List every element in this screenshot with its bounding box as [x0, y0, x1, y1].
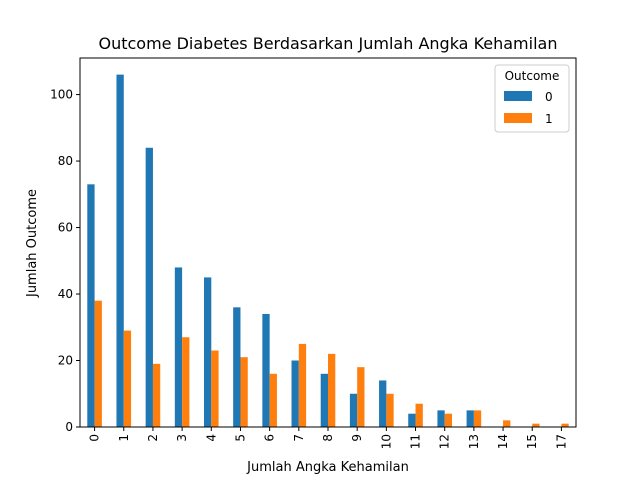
- bar-outcome-1-1: [123, 330, 132, 427]
- bar-outcome-1-0: [94, 300, 102, 427]
- bar-outcome-0-7: [291, 360, 299, 427]
- x-tick-label: 9: [350, 434, 364, 442]
- x-tick-label: 10: [379, 434, 393, 449]
- bar-outcome-1-3: [182, 337, 190, 427]
- bar-outcome-0-4: [204, 277, 212, 427]
- x-tick-label: 2: [146, 434, 160, 442]
- legend-label-1: 1: [545, 112, 553, 126]
- y-tick-label: 0: [65, 420, 73, 434]
- x-tick-label: 13: [467, 434, 481, 449]
- legend: Outcome 0 1: [494, 64, 570, 133]
- legend-swatch-1: [504, 113, 532, 123]
- bar-outcome-1-17: [561, 423, 569, 427]
- bar-outcome-1-13: [473, 410, 482, 427]
- bar-outcome-1-15: [532, 423, 540, 427]
- x-axis-label: Jumlah Angka Kehamilan: [246, 460, 409, 475]
- x-tick-label: 1: [117, 434, 131, 442]
- legend-swatch-0: [504, 91, 532, 101]
- bar-outcome-0-11: [408, 413, 416, 427]
- bar-outcome-0-2: [145, 147, 153, 427]
- y-axis-label: Jumlah Outcome: [25, 189, 40, 298]
- bar-outcome-0-13: [466, 410, 474, 427]
- bar-outcome-0-8: [320, 373, 328, 427]
- bar-outcome-0-3: [174, 267, 183, 427]
- x-tick-label: 5: [233, 434, 247, 442]
- bar-outcome-1-6: [269, 373, 277, 427]
- axes-frame: [79, 57, 577, 428]
- bar-outcome-1-5: [240, 357, 248, 427]
- bar-outcome-0-6: [262, 313, 270, 427]
- bar-outcome-0-10: [379, 380, 387, 427]
- x-tick-label: 3: [175, 434, 189, 442]
- bar-outcome-1-11: [415, 403, 423, 427]
- bar-outcome-1-7: [298, 343, 307, 427]
- y-tick-label: 40: [58, 287, 73, 301]
- x-tick-label: 12: [438, 434, 452, 449]
- bar-outcome-0-5: [233, 307, 241, 427]
- x-tick-label: 8: [321, 434, 335, 442]
- legend-label-0: 0: [545, 90, 553, 104]
- y-tick-label: 20: [58, 354, 73, 368]
- legend-title: Outcome: [505, 69, 560, 83]
- bar-outcome-1-8: [328, 353, 336, 427]
- x-tick-label: 15: [525, 434, 539, 449]
- x-tick-label: 0: [88, 434, 102, 442]
- y-tick-label: 100: [50, 88, 73, 102]
- bar-outcome-1-12: [444, 413, 452, 427]
- bar-outcome-1-2: [152, 363, 161, 427]
- x-tick-label: 7: [292, 434, 306, 442]
- bar-outcome-0-0: [87, 184, 95, 427]
- bar-outcome-1-10: [386, 393, 394, 427]
- bar-outcome-1-4: [211, 350, 219, 427]
- bar-outcome-0-9: [349, 393, 358, 427]
- bar-outcome-0-1: [116, 74, 124, 428]
- y-tick-label: 80: [58, 154, 73, 168]
- x-tick-label: 14: [496, 434, 510, 449]
- bar-outcome-1-9: [357, 367, 365, 427]
- x-tick-label: 6: [263, 434, 277, 442]
- x-tick-label: 4: [204, 434, 218, 442]
- y-tick-label: 60: [58, 221, 73, 235]
- bar-outcome-1-14: [503, 420, 511, 427]
- chart-title: Outcome Diabetes Berdasarkan Jumlah Angk…: [99, 34, 558, 53]
- x-tick-label: 17: [554, 434, 568, 449]
- x-tick-label: 11: [409, 434, 423, 449]
- bar-outcome-0-12: [437, 410, 445, 427]
